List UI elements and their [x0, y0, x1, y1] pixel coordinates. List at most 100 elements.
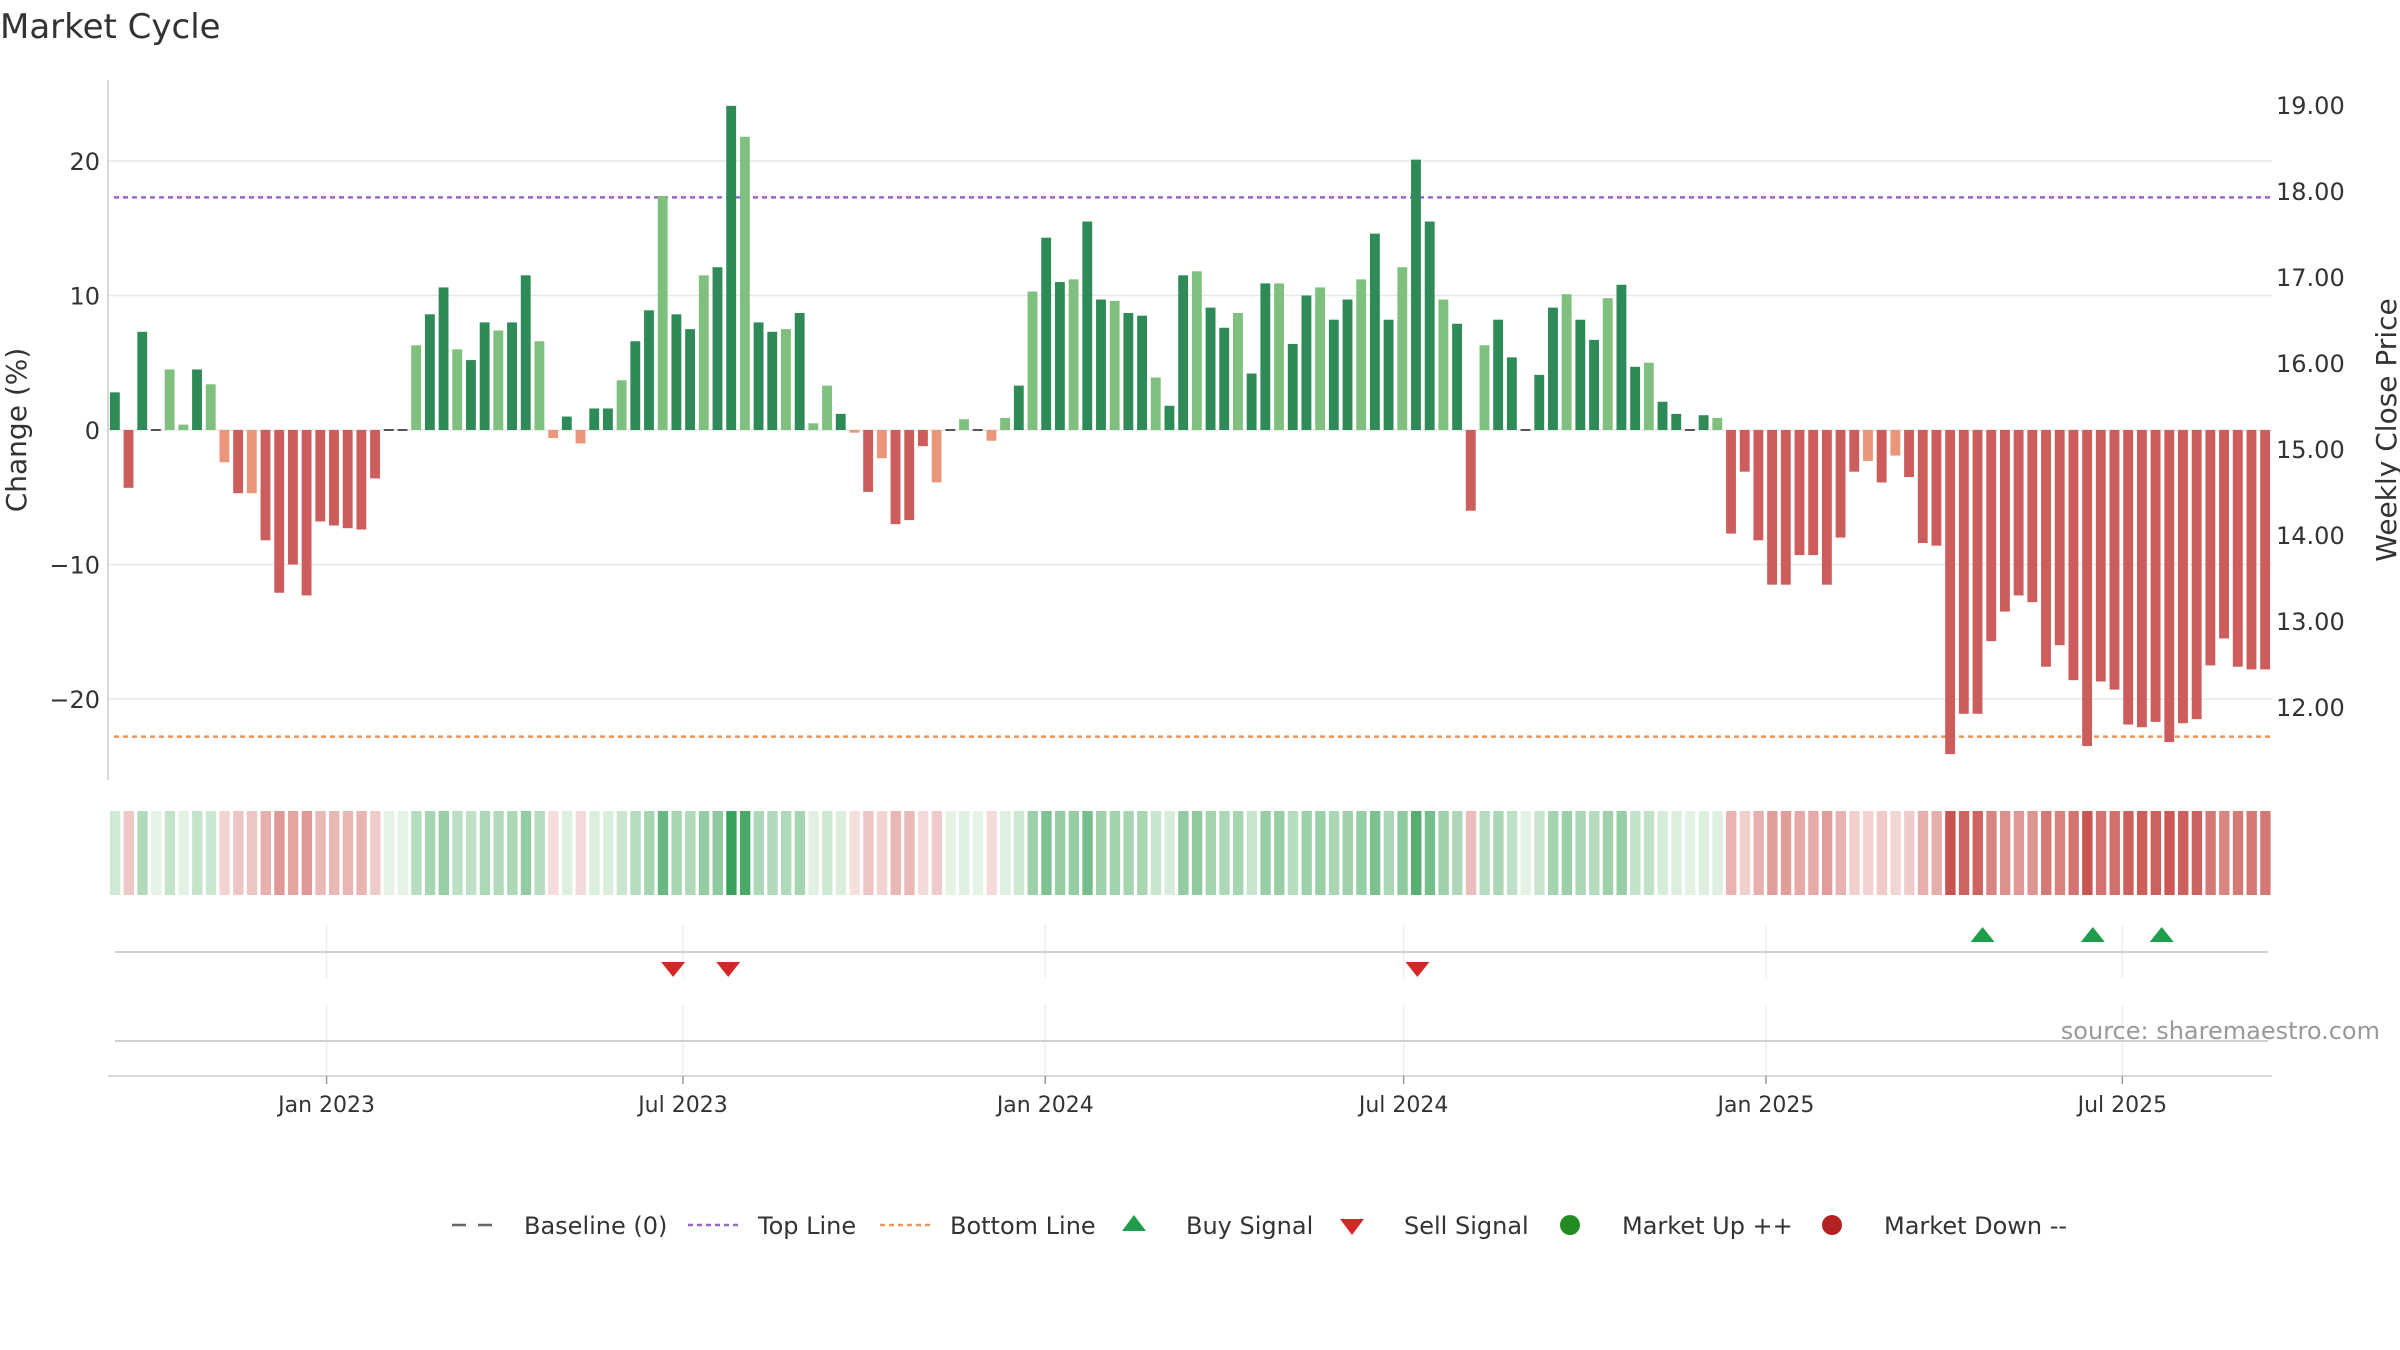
heat-cell [1260, 811, 1271, 895]
bar [123, 430, 134, 488]
right-y-tick-labels: 12.00 13.00 14.00 15.00 16.00 17.00 18.00 19.00 [2276, 92, 2345, 722]
legend-market-down-symbol [1822, 1215, 1842, 1235]
bar [2068, 430, 2079, 681]
heat-cell [1999, 811, 2011, 895]
heat-cell [1780, 811, 1792, 895]
heat-cell [1972, 811, 1983, 895]
bar [1287, 343, 1298, 430]
heat-cell [233, 811, 244, 895]
heat-cell [1150, 811, 1162, 895]
heat-cell [1164, 811, 1175, 895]
heat-cell [493, 811, 504, 895]
heat-cell [2082, 811, 2093, 895]
bar [1246, 373, 1257, 430]
bar [1972, 430, 1983, 714]
heat-cell [192, 811, 203, 895]
heat-cell [2027, 811, 2038, 895]
bar [1739, 430, 1750, 472]
bar [2136, 430, 2147, 728]
heat-cell [1698, 811, 1710, 895]
bar [109, 392, 120, 430]
bar [1767, 430, 1778, 585]
bar [1821, 430, 1832, 585]
heat-cell [1137, 811, 1148, 895]
heat-cell [1054, 811, 1066, 895]
bar [1096, 299, 1106, 430]
heat-cell [2260, 811, 2271, 895]
bar [2260, 430, 2271, 670]
heat-cell [164, 811, 176, 895]
bar [1411, 159, 1421, 430]
heat-cell [178, 811, 189, 895]
heat-cell [1630, 811, 1641, 895]
bar [1794, 430, 1805, 556]
heat-cell [1452, 811, 1463, 895]
heat-cell [1917, 811, 1929, 895]
heat-cell [2232, 811, 2244, 895]
heat-cell [1767, 811, 1778, 895]
y2-tick-label: 19.00 [2276, 92, 2345, 120]
bar [151, 429, 161, 431]
bar [1808, 430, 1819, 556]
heat-cell [671, 811, 682, 895]
y2-axis-label: Weekly Close Price [2370, 298, 2400, 561]
bar [1233, 312, 1243, 430]
heat-cell [712, 811, 723, 895]
heat-cell [1657, 811, 1668, 895]
bar [2246, 430, 2257, 670]
heat-strip [109, 811, 2271, 895]
bar [726, 105, 737, 430]
heat-cell [2109, 811, 2120, 895]
bar [1589, 339, 1599, 430]
bar [178, 424, 189, 430]
heat-cell [2054, 811, 2066, 895]
bar [137, 331, 148, 430]
bar [1315, 287, 1326, 430]
legend-label: Top Line [757, 1212, 856, 1240]
heat-cell [1424, 811, 1436, 895]
bar [589, 408, 600, 430]
heat-cell [1328, 811, 1340, 895]
heat-cell [1821, 811, 1833, 895]
bar [383, 429, 394, 431]
legend-buy-symbol [1122, 1215, 1146, 1231]
bar [1137, 315, 1147, 430]
bar [1506, 357, 1517, 430]
heat-cell [890, 811, 901, 895]
bar [520, 275, 531, 430]
heat-cell [644, 811, 655, 895]
bar [274, 430, 285, 593]
bar [739, 136, 750, 431]
bar [219, 430, 230, 463]
bar [917, 430, 928, 447]
heat-cell [1904, 811, 1915, 895]
heat-cell [685, 811, 696, 895]
bar [1041, 237, 1052, 430]
heat-cell [1534, 811, 1545, 895]
heat-cell [1616, 811, 1627, 895]
heat-cell [1808, 811, 1819, 895]
bar [1863, 430, 1873, 461]
heat-cell [1835, 811, 1847, 895]
legend-sell-symbol [1340, 1219, 1364, 1235]
bar [1164, 405, 1175, 430]
bar [1123, 312, 1134, 430]
heat-cell [2164, 811, 2175, 895]
bar [863, 430, 874, 492]
bar [301, 430, 312, 596]
y-tick-label: −10 [49, 552, 100, 580]
heat-cell [767, 811, 778, 895]
bar [575, 430, 586, 444]
heat-cell [424, 811, 436, 895]
bar [630, 341, 641, 430]
legend-label: Buy Signal [1186, 1212, 1313, 1240]
heat-cell [739, 811, 751, 895]
heat-cell [2246, 811, 2257, 895]
y-axis-label: Change (%) [0, 348, 33, 513]
bar [808, 423, 819, 430]
heat-cell [1287, 811, 1299, 895]
heat-cell [863, 811, 874, 895]
bar [1958, 430, 1969, 714]
bar [2219, 430, 2229, 639]
